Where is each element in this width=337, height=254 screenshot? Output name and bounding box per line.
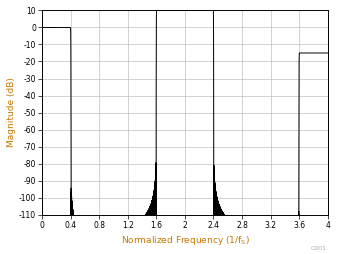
Text: C001: C001 bbox=[311, 246, 327, 251]
X-axis label: Normalized Frequency (1/f$_\mathrm{S}$): Normalized Frequency (1/f$_\mathrm{S}$) bbox=[121, 234, 249, 247]
Y-axis label: Magnitude (dB): Magnitude (dB) bbox=[7, 78, 16, 148]
